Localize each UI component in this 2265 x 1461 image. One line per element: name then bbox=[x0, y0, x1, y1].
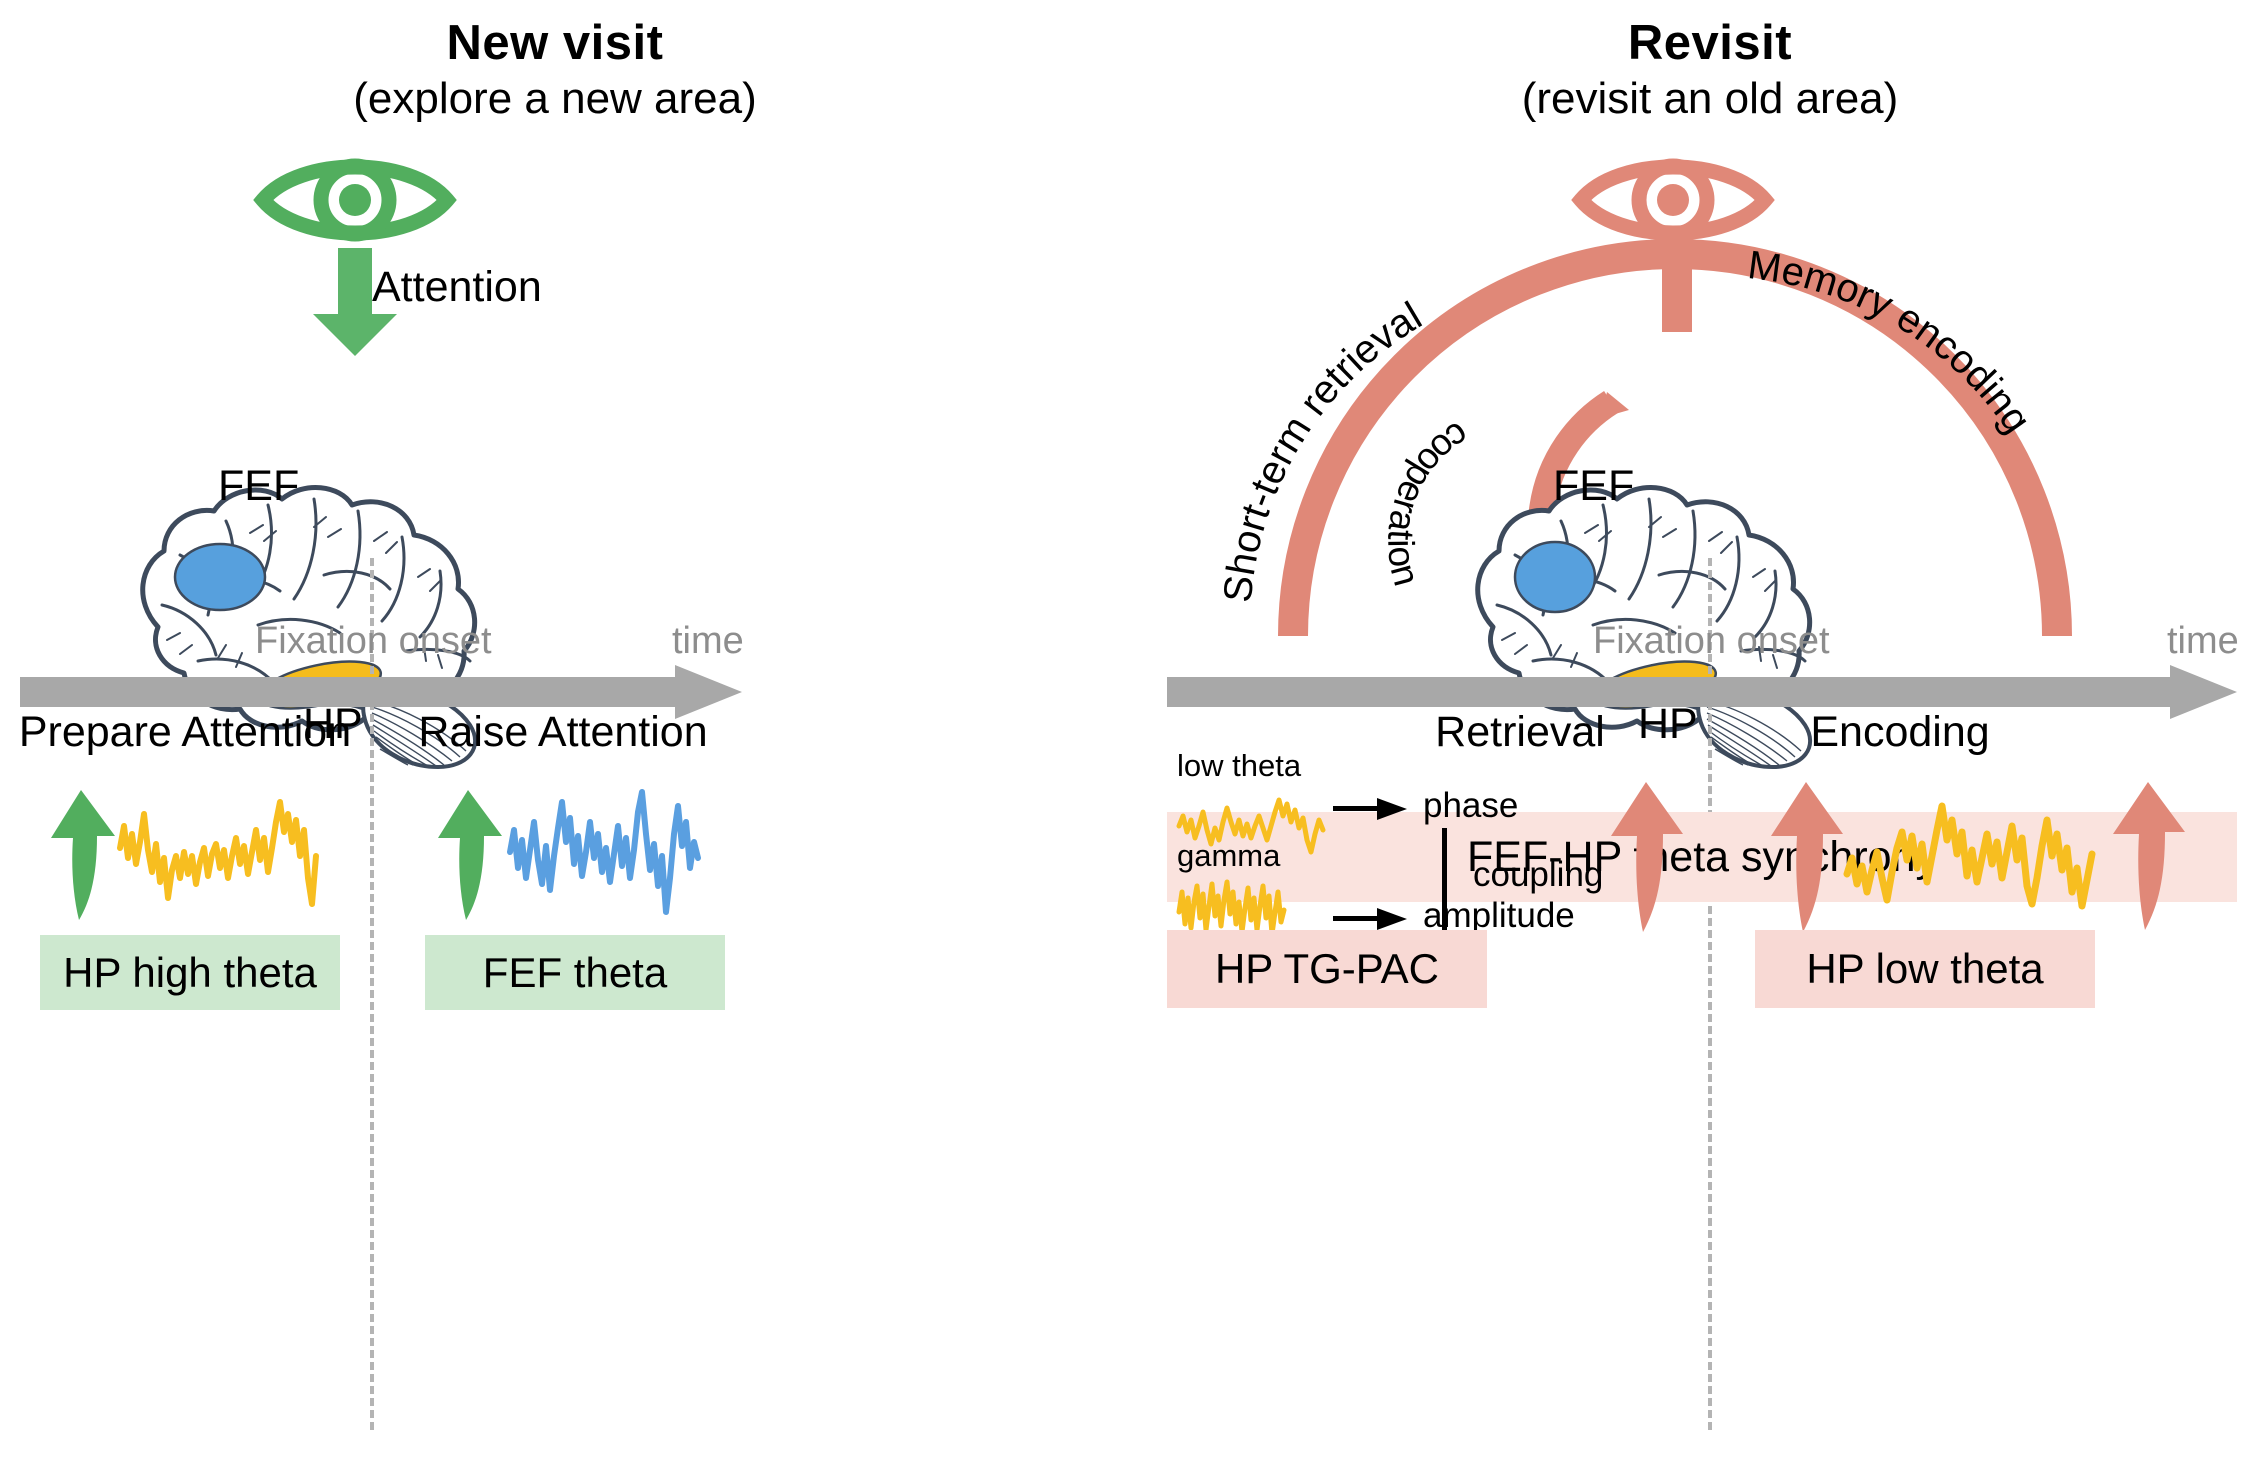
stage-name-0: Prepare Attention bbox=[18, 708, 352, 756]
waveform-fef-theta bbox=[507, 782, 701, 932]
hp-label-right: HP bbox=[1638, 700, 1698, 748]
fef-label: FEF bbox=[218, 462, 300, 510]
hp-label: HP bbox=[303, 700, 363, 748]
increase-arrow-icon-1 bbox=[432, 790, 504, 920]
stage-box-1: FEF theta bbox=[425, 935, 725, 1010]
increase-arrow-icon-encoding bbox=[1767, 782, 1845, 932]
waveform-gamma bbox=[1176, 872, 1287, 944]
cooperation-label-wrap: cooperation bbox=[1345, 400, 1645, 690]
phase-label: phase bbox=[1423, 786, 1519, 825]
panel-title-block: New visit (explore a new area) bbox=[0, 16, 1110, 123]
timeline-arrow-right bbox=[1167, 665, 2237, 719]
stage-box-0: HP high theta bbox=[40, 935, 340, 1010]
attention-arrow-icon bbox=[305, 248, 405, 358]
coupling-label: coupling bbox=[1473, 855, 1604, 894]
stage-name-retrieval: Retrieval bbox=[1435, 708, 1605, 756]
fixation-onset-divider bbox=[370, 558, 374, 1430]
fef-region-marker-right bbox=[1513, 540, 1597, 614]
coupling-connector bbox=[1442, 828, 1447, 950]
fixation-onset-label-right: Fixation onset bbox=[1593, 620, 1830, 662]
arc-label-memory-encoding: Memory encoding bbox=[1745, 243, 2039, 441]
panel-revisit: Revisit (revisit an old area) Short-term… bbox=[1155, 0, 2265, 1461]
eye-icon-green bbox=[253, 148, 457, 253]
timeline-arrow bbox=[20, 665, 742, 719]
stage-name-1: Raise Attention bbox=[418, 708, 708, 756]
waveform-hp-high-theta bbox=[117, 786, 319, 926]
stage-box-retrieval: HP TG-PAC bbox=[1167, 930, 1487, 1008]
fixation-onset-divider-right bbox=[1708, 558, 1712, 1430]
increase-arrow-icon-retrieval bbox=[1607, 782, 1685, 932]
fixation-onset-label: Fixation onset bbox=[255, 620, 492, 662]
stage-box-encoding: HP low theta bbox=[1755, 930, 2095, 1008]
increase-arrow-icon-0 bbox=[45, 790, 117, 920]
svg-text:Memory encoding: Memory encoding bbox=[1745, 243, 2039, 441]
arrow-to-amplitude-icon bbox=[1333, 906, 1411, 934]
panel-title-block-revisit: Revisit (revisit an old area) bbox=[1155, 16, 2265, 123]
arc-label-right-wrap: Memory encoding bbox=[1685, 215, 2125, 635]
fef-region-marker bbox=[173, 542, 267, 612]
synchrony-increase-arrow-icon bbox=[2109, 782, 2187, 930]
page-subtitle: (explore a new area) bbox=[353, 73, 757, 123]
waveform-hp-low-theta bbox=[1843, 782, 2096, 932]
arc-label-left-wrap: Short-term retrieval bbox=[1190, 215, 1620, 635]
time-axis-label-right: time bbox=[2167, 620, 2239, 662]
eye-icon-salmon bbox=[1571, 148, 1775, 253]
page-title-revisit: Revisit bbox=[1627, 16, 1793, 70]
time-axis-label: time bbox=[672, 620, 744, 662]
page-title: New visit bbox=[446, 16, 664, 70]
amplitude-label: amplitude bbox=[1423, 896, 1575, 935]
low-theta-label: low theta bbox=[1177, 748, 1302, 783]
attention-label: Attention bbox=[372, 263, 542, 311]
stage-name-encoding: Encoding bbox=[1810, 708, 1990, 756]
retrieval-encoding-arc bbox=[1215, 239, 2095, 660]
panel-new-visit: New visit (explore a new area) Attention bbox=[0, 0, 1110, 1461]
fef-label-right: FEF bbox=[1553, 462, 1635, 510]
page-subtitle-revisit: (revisit an old area) bbox=[1521, 73, 1899, 123]
waveform-low-theta bbox=[1176, 782, 1327, 862]
arrow-to-phase-icon bbox=[1333, 796, 1411, 824]
gamma-label: gamma bbox=[1177, 838, 1281, 873]
